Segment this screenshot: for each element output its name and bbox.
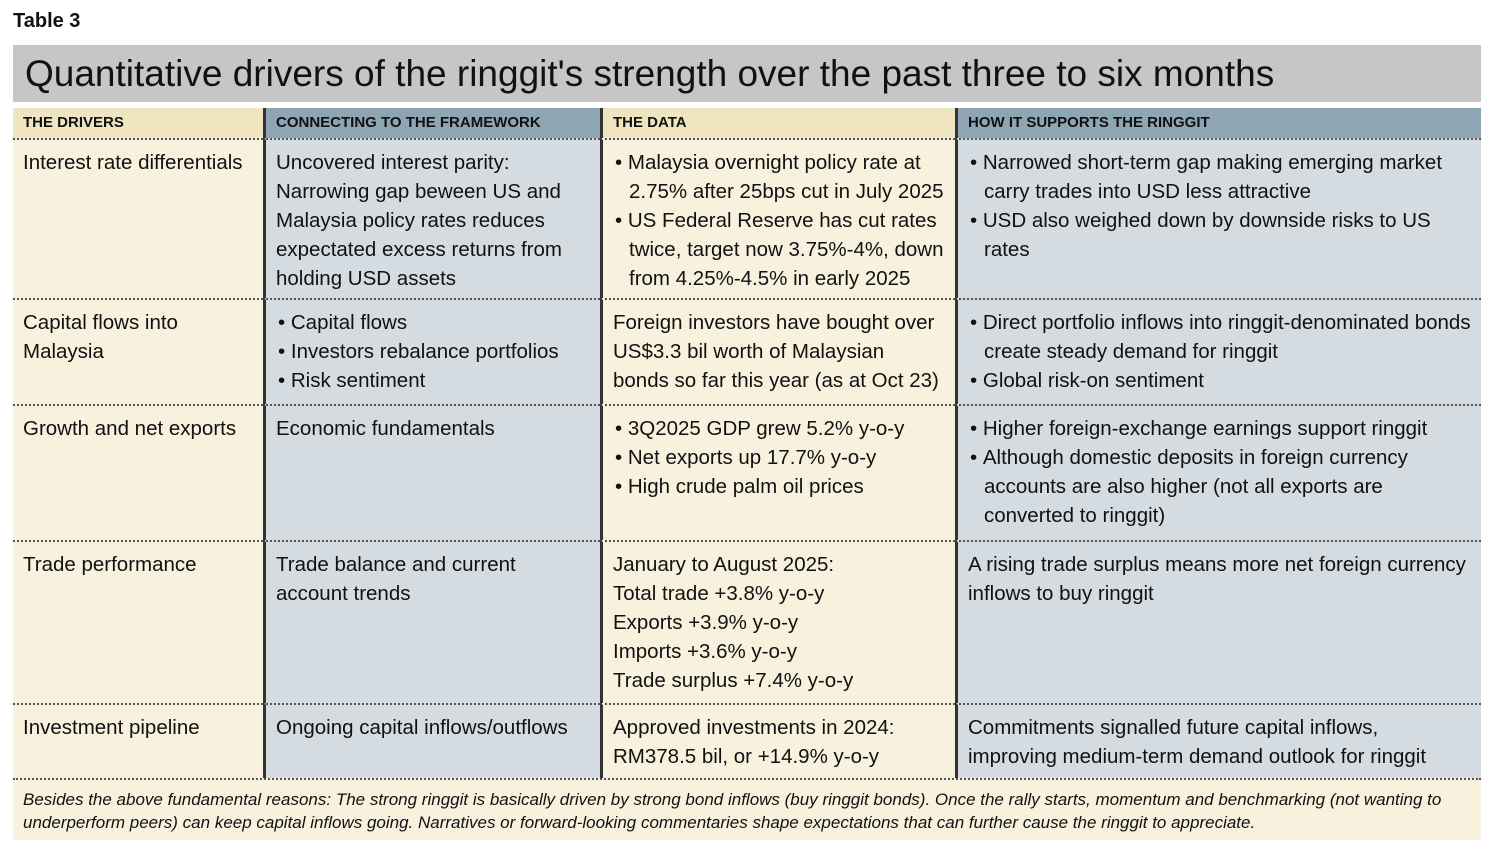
- table-cell: Uncovered interest parity: Narrowing gap…: [263, 138, 600, 298]
- cell-text: Interest rate differentials: [23, 151, 243, 174]
- table-cell: Narrowed short-term gap making emerging …: [955, 138, 1481, 298]
- table-label: Table 3: [13, 10, 81, 32]
- cell-text: Imports +3.6% y-o-y: [613, 640, 797, 663]
- cell-text: Foreign investors have bought over US$3.…: [613, 311, 939, 392]
- bullet-item: Risk sentiment: [276, 366, 590, 395]
- cell-text: Trade balance and current account trends: [276, 553, 516, 605]
- bullet-item: Higher foreign-exchange earnings support…: [968, 414, 1471, 443]
- table-cell: Commitments signalled future capital inf…: [955, 703, 1481, 778]
- cell-text: Growth and net exports: [23, 417, 237, 440]
- bullet-item: Net exports up 17.7% y-o-y: [613, 443, 945, 472]
- column-header: THE DATA: [600, 108, 955, 138]
- table-cell: Growth and net exports: [13, 404, 263, 540]
- table-cell: Approved investments in 2024: RM378.5 bi…: [600, 703, 955, 778]
- table-cell: Direct portfolio inflows into ringgit-de…: [955, 298, 1481, 404]
- cell-text: January to August 2025:: [613, 553, 835, 576]
- cell-text: Capital flows into Malaysia: [23, 311, 178, 363]
- table-title: Quantitative drivers of the ringgit's st…: [13, 45, 1481, 102]
- table-cell: Interest rate differentials: [13, 138, 263, 298]
- bullet-item: Global risk-on sentiment: [968, 366, 1471, 395]
- cell-text: Investment pipeline: [23, 716, 200, 739]
- bullet-item: 3Q2025 GDP grew 5.2% y-o-y: [613, 414, 945, 443]
- table-cell: Trade performance: [13, 540, 263, 703]
- column-header: THE DRIVERS: [13, 108, 263, 138]
- table-cell: January to August 2025: Total trade +3.8%…: [600, 540, 955, 703]
- cell-text: Trade performance: [23, 553, 197, 576]
- bullet-item: US Federal Reserve has cut rates twice, …: [613, 206, 945, 293]
- cell-text: Exports +3.9% y-o-y: [613, 611, 799, 634]
- table: THE DRIVERS CONNECTING TO THE FRAMEWORK TH…: [13, 108, 1481, 778]
- table-cell: Capital flowsInvestors rebalance portfol…: [263, 298, 600, 404]
- bullet-item: Investors rebalance portfolios: [276, 337, 590, 366]
- cell-text: Approved investments in 2024: RM378.5 bi…: [613, 716, 895, 768]
- bullet-item: Malaysia overnight policy rate at 2.75% …: [613, 148, 945, 206]
- cell-text: Trade surplus +7.4% y-o-y: [613, 669, 854, 692]
- table-cell: Ongoing capital inflows/outflows: [263, 703, 600, 778]
- bullet-item: Direct portfolio inflows into ringgit-de…: [968, 308, 1471, 366]
- cell-text: Uncovered interest parity: Narrowing gap…: [276, 151, 562, 290]
- bullet-item: Capital flows: [276, 308, 590, 337]
- table-cell: Investment pipeline: [13, 703, 263, 778]
- table-cell: 3Q2025 GDP grew 5.2% y-o-yNet exports up…: [600, 404, 955, 540]
- table-cell: Foreign investors have bought over US$3.…: [600, 298, 955, 404]
- table-cell: Higher foreign-exchange earnings support…: [955, 404, 1481, 540]
- bullet-item: Narrowed short-term gap making emerging …: [968, 148, 1471, 206]
- cell-text: Ongoing capital inflows/outflows: [276, 716, 568, 739]
- table-cell: Economic fundamentals: [263, 404, 600, 540]
- cell-text: A rising trade surplus means more net fo…: [968, 553, 1466, 605]
- column-header: HOW IT SUPPORTS THE RINGGIT: [955, 108, 1481, 138]
- cell-text: Total trade +3.8% y-o-y: [613, 582, 825, 605]
- table-cell: Trade balance and current account trends: [263, 540, 600, 703]
- cell-text: Commitments signalled future capital inf…: [968, 716, 1427, 768]
- table-cell: A rising trade surplus means more net fo…: [955, 540, 1481, 703]
- column-header: CONNECTING TO THE FRAMEWORK: [263, 108, 600, 138]
- table-cell: Malaysia overnight policy rate at 2.75% …: [600, 138, 955, 298]
- bullet-item: Although domestic deposits in foreign cu…: [968, 443, 1471, 530]
- cell-text: Economic fundamentals: [276, 417, 495, 440]
- bullet-item: USD also weighed down by downside risks …: [968, 206, 1471, 264]
- table-cell: Capital flows into Malaysia: [13, 298, 263, 404]
- footnote: Besides the above fundamental reasons: T…: [13, 778, 1481, 840]
- bullet-item: High crude palm oil prices: [613, 472, 945, 501]
